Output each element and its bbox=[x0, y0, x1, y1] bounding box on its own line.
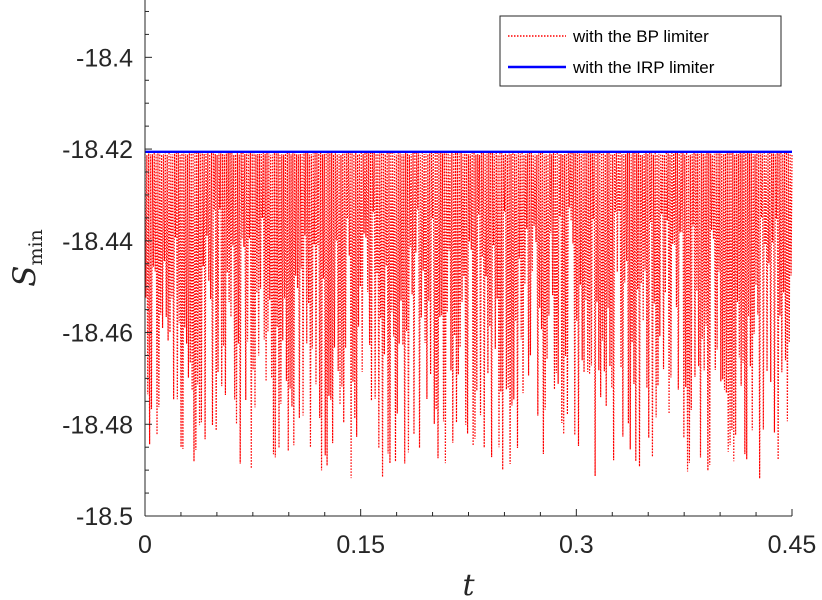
legend-box bbox=[499, 15, 782, 87]
y-tick-label: -18.48 bbox=[62, 411, 133, 439]
y-tick-label: -18.44 bbox=[62, 228, 133, 256]
series-bp-limiter-line bbox=[144, 151, 793, 479]
y-tick-label: -18.42 bbox=[62, 136, 133, 164]
y-axis-title-main: S bbox=[7, 266, 43, 287]
axes: 0 0.15 0.3 0.45 -18.5 -18.48 -18.46 -18.44 -18.4… bbox=[7, 0, 816, 600]
legend-label-bp: with the BP limiter bbox=[572, 27, 709, 46]
x-tick-label: 0.45 bbox=[768, 531, 817, 559]
y-tick-label: -18.46 bbox=[62, 320, 133, 348]
y-tick-label: -18.5 bbox=[76, 503, 133, 531]
y-tick-label: -18.4 bbox=[76, 44, 133, 72]
x-tick-label: 0.3 bbox=[559, 531, 594, 559]
x-axis-title: t bbox=[462, 568, 475, 600]
legend: with the BP limiter with the IRP limiter bbox=[499, 15, 782, 87]
x-tick-label: 0.15 bbox=[336, 531, 385, 559]
legend-label-irp: with the IRP limiter bbox=[572, 58, 715, 77]
x-tick-label: 0 bbox=[138, 531, 152, 559]
y-axis-title: Smin bbox=[7, 229, 47, 287]
y-axis-title-sub: min bbox=[25, 229, 47, 265]
plot-area bbox=[144, 150, 793, 479]
